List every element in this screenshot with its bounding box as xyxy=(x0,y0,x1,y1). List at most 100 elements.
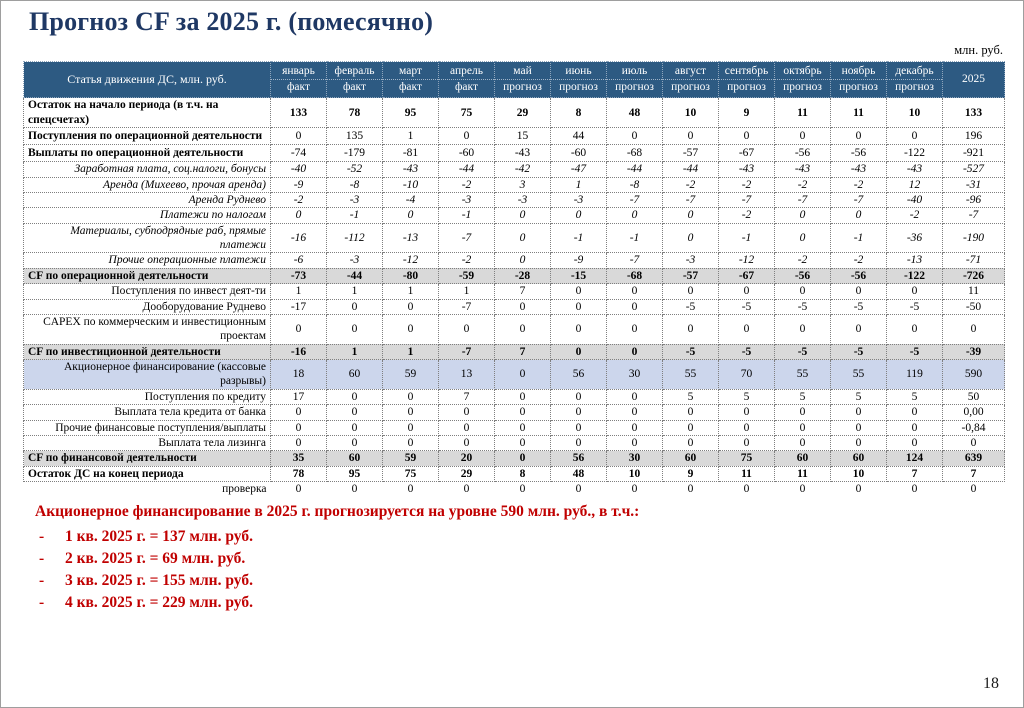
cell-value: 0 xyxy=(382,207,439,224)
cell-value: 0 xyxy=(830,434,887,452)
cell-value: 0 xyxy=(799,483,806,496)
cell-value: 5 xyxy=(718,388,775,406)
cell-value: 5 xyxy=(886,388,943,406)
cell-value: 75 xyxy=(438,97,495,129)
table-row: Акционерное финансирование (кассовые раз… xyxy=(23,359,1005,390)
column-header: май прогноз xyxy=(494,60,551,99)
cell-value: 0 xyxy=(270,404,327,421)
cell-value: -68 xyxy=(606,267,663,285)
cell-value: -44 xyxy=(326,267,383,285)
cell-value: 0 xyxy=(662,222,719,254)
cell-value: 55 xyxy=(774,359,831,390)
cell-value: -74 xyxy=(270,144,327,163)
cell-value: 0 xyxy=(662,127,719,146)
cell-value: -16 xyxy=(270,343,327,361)
row-label: Материалы, субподрядные раб, прямые плат… xyxy=(23,222,271,254)
column-header: июль прогноз xyxy=(606,60,663,99)
cell-value: -5 xyxy=(774,343,831,361)
units-label: млн. руб. xyxy=(954,43,1003,57)
cell-value: -5 xyxy=(886,298,943,315)
cell-value: -15 xyxy=(550,267,607,285)
cell-value: 0 xyxy=(774,404,831,421)
note-item: - 4 кв. 2025 г. = 229 млн. руб. xyxy=(35,592,639,614)
column-header: февраль факт xyxy=(326,60,383,99)
cell-value: -43 xyxy=(382,161,439,178)
cell-value: -2 xyxy=(886,207,943,224)
table-row: CF по финансовой деятельности 35 60 59 20 0 56… xyxy=(23,450,1005,467)
cell-value: 0 xyxy=(550,388,607,406)
cell-value: -9 xyxy=(550,252,607,269)
cell-value: -13 xyxy=(886,252,943,269)
table-row: CAPEX по коммерческим и инвестиционным п… xyxy=(23,313,1005,345)
cell-value: 7 xyxy=(942,465,1005,483)
cell-value: -80 xyxy=(382,267,439,285)
cell-value: 0 xyxy=(550,283,607,300)
cell-value: 0 xyxy=(662,404,719,421)
cell-value: -47 xyxy=(550,161,607,178)
table-row: Прочие финансовые поступления/выплаты 0 0 0… xyxy=(23,419,1005,436)
cell-value: 18 xyxy=(270,359,327,390)
cell-value: 0 xyxy=(718,434,775,452)
cell-value: 133 xyxy=(942,97,1005,129)
cell-value: 0 xyxy=(550,343,607,361)
cell-value: -921 xyxy=(942,144,1005,163)
cell-value: 0 xyxy=(382,419,439,436)
cell-value: 0 xyxy=(494,434,551,452)
row-label: проверка xyxy=(222,483,267,496)
cell-value: 0 xyxy=(687,483,694,496)
note-list: - 1 кв. 2025 г. = 137 млн. руб. - 2 кв. 202… xyxy=(35,526,639,614)
cell-value: -7 xyxy=(662,191,719,209)
cell-value: -5 xyxy=(718,343,775,361)
cell-value: -73 xyxy=(270,267,327,285)
cell-value: -1 xyxy=(718,222,775,254)
cell-value: -7 xyxy=(942,207,1005,224)
cell-value: 0 xyxy=(438,313,495,345)
cell-value: -2 xyxy=(718,176,775,193)
note-item-text: 4 кв. 2025 г. = 229 млн. руб. xyxy=(65,594,253,611)
row-label: CAPEX по коммерческим и инвестиционным п… xyxy=(23,313,271,345)
cell-value: 9 xyxy=(662,465,719,483)
cell-value: -179 xyxy=(326,144,383,163)
cell-value: -81 xyxy=(382,144,439,163)
cell-value: 0 xyxy=(718,419,775,436)
cell-value: 5 xyxy=(662,388,719,406)
row-label: Прочие операционные платежи xyxy=(23,252,271,269)
cell-value: 0 xyxy=(550,404,607,421)
row-label: Прочие финансовые поступления/выплаты xyxy=(23,419,271,436)
table-row: Поступления по операционной деятельности… xyxy=(23,127,1005,146)
cell-value: 1 xyxy=(382,343,439,361)
table-row: Выплата тела кредита от банка 0 0 0 0 0 0 0 0 0 0 0… xyxy=(23,404,1005,421)
cell-value: -7 xyxy=(438,222,495,254)
cell-value: 0 xyxy=(326,434,383,452)
table-row: проверка 0 0 0 0 0 0 0 0 0 0 0 0 0 xyxy=(24,482,1005,497)
cell-value: -2 xyxy=(438,176,495,193)
cell-value: -7 xyxy=(606,191,663,209)
cell-value: -3 xyxy=(326,191,383,209)
cell-value: 59 xyxy=(382,450,439,467)
cell-value: 60 xyxy=(830,450,887,467)
cell-value: 1 xyxy=(326,343,383,361)
cell-value: -13 xyxy=(382,222,439,254)
cell-value: -7 xyxy=(774,191,831,209)
cell-value: -31 xyxy=(942,176,1005,193)
cell-value: 0 xyxy=(830,419,887,436)
cell-value: 1 xyxy=(382,127,439,146)
cell-value: 0 xyxy=(270,207,327,224)
table-row: Аренда (Михеево, прочая аренда) -9 -8 -10 -2… xyxy=(23,176,1005,193)
cell-value: -0,84 xyxy=(942,419,1005,436)
cell-value: -12 xyxy=(718,252,775,269)
cell-value: 0 xyxy=(774,283,831,300)
cell-value: 0 xyxy=(270,419,327,436)
cell-value: -44 xyxy=(662,161,719,178)
row-label: Платежи по налогам xyxy=(23,207,271,224)
cell-value: 0 xyxy=(942,434,1005,452)
cell-value: 78 xyxy=(270,465,327,483)
cell-value: 0 xyxy=(270,434,327,452)
cell-value: -56 xyxy=(830,144,887,163)
cell-value: -43 xyxy=(718,161,775,178)
cell-value: 0 xyxy=(774,222,831,254)
table-row: Платежи по налогам 0 -1 0 -1 0 0 0 0 -2 0 0 -2 -7 xyxy=(23,207,1005,224)
dash-bullet: - xyxy=(39,528,45,545)
column-header: июнь прогноз xyxy=(550,60,607,99)
cell-value: 1 xyxy=(326,283,383,300)
